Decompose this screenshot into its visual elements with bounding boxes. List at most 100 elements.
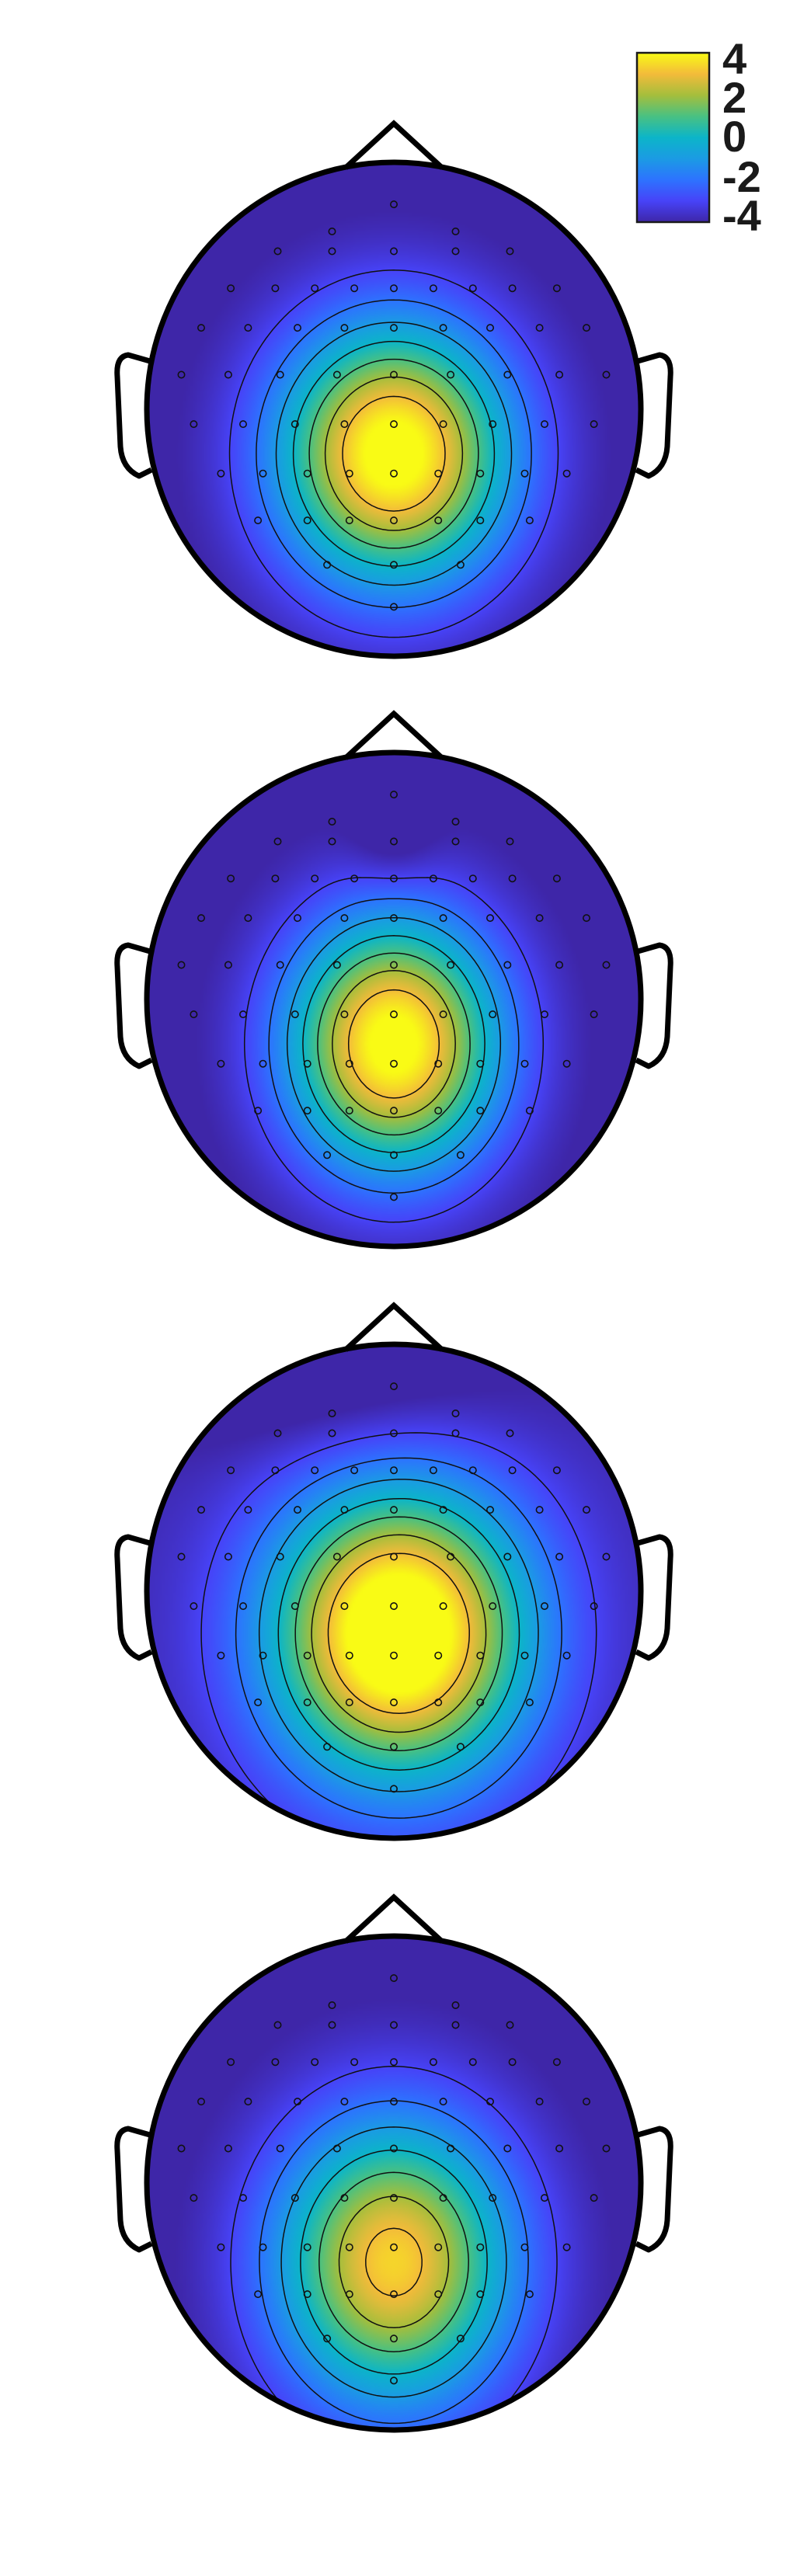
electrode-marker: [590, 2194, 598, 2202]
electrode-marker: [429, 284, 437, 293]
electrode-marker: [439, 324, 447, 332]
electrode-marker: [434, 1698, 443, 1707]
potential-surface: [147, 1344, 641, 1838]
electrode-marker: [525, 2290, 534, 2299]
electrode-marker: [291, 1010, 299, 1019]
electrode-marker: [350, 284, 359, 293]
electrode-marker: [177, 370, 186, 379]
electrode-marker: [602, 961, 611, 969]
electrode-marker: [451, 247, 460, 256]
electrode-marker: [345, 516, 353, 525]
electrode-marker: [328, 1429, 336, 1437]
contour-line: [332, 969, 456, 1118]
electrode-marker: [328, 247, 336, 256]
electrode-marker: [552, 284, 561, 293]
contour-line: [327, 1552, 470, 1714]
electrode-marker: [590, 1602, 598, 1611]
contour-line: [258, 1479, 539, 1792]
electrode-marker: [345, 1107, 353, 1115]
electrode-marker: [345, 1698, 353, 1707]
electrode-marker: [590, 1010, 598, 1019]
electrode-marker: [389, 961, 398, 969]
electrode-marker: [439, 1010, 447, 1019]
electrode-marker: [217, 2243, 225, 2251]
electrode-marker: [555, 1552, 564, 1561]
electrode-marker: [389, 2058, 398, 2067]
electrode-marker: [293, 1506, 301, 1514]
electrode-marker: [273, 1429, 282, 1437]
electrode-marker: [244, 324, 252, 332]
electrode-marker: [555, 370, 564, 379]
electrode-marker: [276, 2144, 284, 2153]
electrode-marker: [525, 1698, 534, 1707]
colorbar-tick-label: -4: [722, 191, 761, 240]
electrode-marker: [476, 1107, 485, 1115]
electrode-marker: [429, 2058, 437, 2067]
electrode-marker: [311, 1466, 319, 1475]
contour-line: [228, 269, 559, 638]
contour-line: [259, 2100, 529, 2425]
electrode-marker: [340, 2098, 349, 2106]
contour-line: [317, 952, 471, 1136]
electrode-marker: [389, 1151, 398, 1159]
electrode-marker: [552, 1466, 561, 1475]
electrode-marker: [271, 2058, 280, 2067]
electrode-marker: [389, 2098, 398, 2106]
electrode-marker: [582, 2098, 590, 2106]
electrode-marker: [224, 370, 232, 379]
electrode-marker: [434, 1651, 443, 1660]
electrode-marker: [476, 1698, 485, 1707]
electrode-marker: [276, 370, 284, 379]
left-ear-outline: [114, 1534, 153, 1661]
electrode-marker: [590, 420, 598, 429]
electrode-marker: [350, 1466, 359, 1475]
electrode-marker: [389, 2376, 398, 2385]
colorbar-tick-label: 0: [722, 112, 746, 161]
electrode-marker: [520, 469, 529, 478]
electrode-marker: [227, 874, 235, 883]
electrode-marker: [489, 420, 497, 429]
electrode-marker: [224, 961, 232, 969]
electrode-marker: [489, 1602, 497, 1611]
electrode-marker: [271, 1466, 280, 1475]
electrode-marker: [328, 837, 336, 846]
electrode-marker: [244, 1506, 252, 1514]
electrode-marker: [439, 2098, 447, 2106]
topo-map: [114, 1302, 673, 1841]
electrode-marker: [476, 1651, 485, 1660]
electrode-marker: [476, 516, 485, 525]
electrode-marker: [217, 1651, 225, 1660]
electrode-marker: [562, 2243, 571, 2251]
electrode-marker: [389, 1193, 398, 1201]
electrode-marker: [303, 1107, 311, 1115]
electrode-marker: [508, 284, 517, 293]
electrode-marker: [340, 420, 349, 429]
electrode-marker: [489, 1010, 497, 1019]
electrode-marker: [389, 516, 398, 525]
contour-line: [275, 322, 513, 586]
head-outline: [144, 159, 644, 659]
electrode-marker: [439, 1506, 447, 1514]
electrode-marker: [389, 837, 398, 846]
electrode-marker: [389, 1552, 398, 1561]
contour-line: [268, 898, 520, 1194]
electrode-marker: [503, 1552, 512, 1561]
head-outline: [144, 749, 644, 1250]
topo-map: [114, 120, 673, 659]
electrode-marker: [271, 284, 280, 293]
electrode-marker: [485, 324, 494, 332]
electrode-marker: [535, 914, 544, 923]
colorbar: 4 2 0 -2 -4: [635, 34, 761, 240]
electrode-marker: [525, 1107, 534, 1115]
electrode-marker: [291, 420, 299, 429]
electrode-marker: [340, 914, 349, 923]
electrode-marker: [177, 2144, 186, 2153]
contour-line: [277, 1497, 520, 1771]
electrode-marker: [476, 1059, 485, 1068]
electrode-marker: [177, 1552, 186, 1561]
electrode-marker: [345, 1059, 353, 1068]
electrode-marker: [190, 1602, 198, 1611]
electrode-marker: [197, 2098, 206, 2106]
electrode-marker: [227, 2058, 235, 2067]
